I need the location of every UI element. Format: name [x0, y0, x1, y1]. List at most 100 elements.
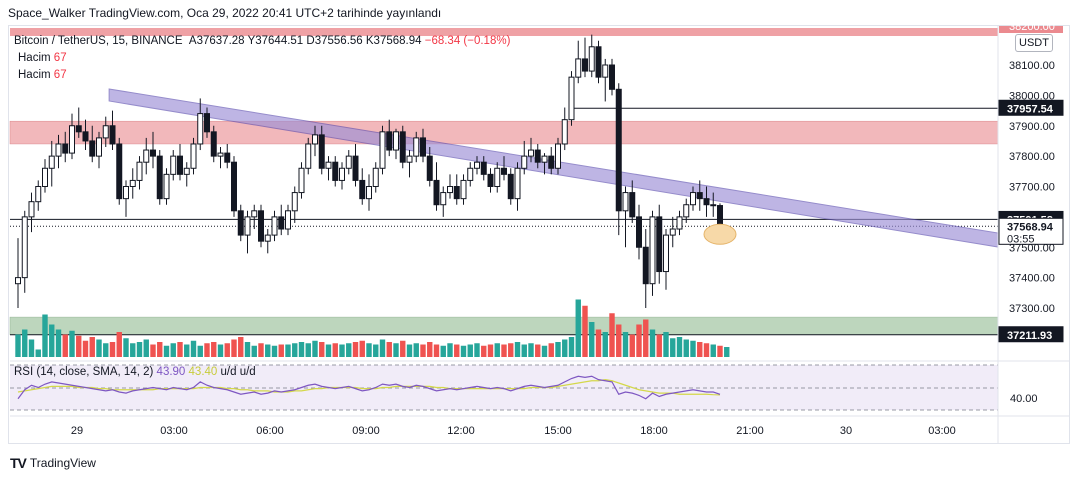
candle-body	[588, 46, 595, 72]
candle-body	[487, 173, 494, 188]
rsi-line	[17, 375, 721, 400]
volume-legend-1[interactable]: Hacim 67	[18, 52, 67, 64]
time-tick-label: 09:00	[352, 425, 380, 437]
candle-body	[399, 131, 406, 163]
candle-body	[312, 134, 318, 145]
currency-button[interactable]: USDT	[1015, 34, 1053, 52]
candle-body	[494, 167, 501, 187]
volume-bar	[28, 339, 35, 357]
candle-body	[21, 216, 28, 279]
price-tick-label: 38000.00	[1009, 90, 1055, 102]
price-tick-label: 37800.00	[1009, 151, 1055, 163]
volume-bar	[190, 340, 197, 357]
volume-bar	[670, 338, 676, 357]
volume-bar	[292, 343, 298, 357]
volume-bar	[170, 343, 176, 357]
volume-bar	[339, 344, 345, 357]
volume-label: Hacim	[18, 69, 51, 81]
symbol-name[interactable]: Bitcoin / TetherUS, 15, BINANCE	[14, 35, 183, 47]
candle-body	[332, 161, 339, 181]
time-tick-label: 18:00	[640, 425, 668, 437]
rsi-sma-value: 43.40	[188, 366, 218, 378]
highlight-ellipse	[703, 223, 737, 245]
close-value: K37568.94	[365, 35, 422, 47]
candle-body	[602, 64, 609, 78]
volume-bar	[143, 339, 149, 357]
candle-body	[609, 64, 615, 90]
price-label-value: 37957.54	[1007, 103, 1054, 115]
volume-bar	[508, 343, 514, 357]
candle-body	[710, 204, 717, 207]
volume-bar	[150, 344, 156, 357]
candle-body	[642, 246, 649, 285]
candle-body	[379, 131, 386, 169]
volume-bar	[548, 343, 554, 357]
volume-bar	[69, 330, 75, 357]
candle-body	[291, 192, 298, 212]
volume-bar	[285, 344, 291, 357]
candle-body	[555, 143, 561, 169]
tradingview-footer[interactable]: TV TradingView	[10, 455, 96, 471]
candle-body	[163, 173, 170, 200]
volume-bar	[35, 349, 41, 357]
volume-bar	[393, 343, 399, 357]
candle-body	[136, 161, 143, 181]
volume-bar	[663, 332, 669, 357]
publish-caption: Space_Walker TradingView.com, Oca 29, 20…	[8, 6, 442, 20]
volume-bar	[163, 345, 170, 357]
candle-body	[717, 205, 723, 227]
candle-body	[69, 125, 75, 154]
volume-legend-2[interactable]: Hacim 67	[18, 69, 67, 81]
candle-body	[318, 134, 325, 169]
volume-bar	[643, 319, 649, 357]
tradingview-brand: TradingView	[29, 456, 96, 470]
volume-bar	[211, 342, 217, 357]
candle-body	[386, 131, 393, 151]
candle-body	[561, 119, 568, 145]
volume-bar	[157, 342, 163, 357]
candle-body	[102, 125, 109, 139]
candle-body	[352, 155, 359, 181]
candle-body	[244, 216, 251, 236]
candle-body	[366, 186, 372, 200]
volume-label: Hacim	[18, 52, 51, 64]
volume-bar	[697, 342, 703, 357]
volume-bar	[96, 339, 102, 357]
price-label-box	[998, 217, 1064, 245]
chart-frame	[8, 25, 1070, 444]
volume-bar	[244, 342, 251, 357]
volume-bar	[501, 344, 507, 357]
volume-bar	[332, 343, 338, 357]
candle-body	[595, 46, 602, 78]
volume-bar	[433, 344, 440, 357]
volume-bar	[366, 343, 372, 357]
rsi-legend[interactable]: RSI (14, close, SMA, 14, 2) 43.90 43.40 …	[14, 366, 256, 378]
candle-body	[271, 216, 278, 236]
volume-bar	[55, 329, 62, 357]
volume-bar	[359, 340, 365, 357]
volume-bar	[589, 322, 595, 357]
candle-body	[298, 167, 305, 194]
candle-body	[480, 161, 487, 175]
rsi-name: RSI (14, close, SMA, 14, 2)	[14, 366, 154, 378]
tradingview-logo-icon: TV	[10, 455, 27, 471]
candle-body	[453, 186, 460, 200]
candle-body	[82, 131, 89, 142]
price-tick-label: 37500.00	[1009, 242, 1055, 254]
volume-bar	[109, 342, 116, 357]
candle-body	[359, 179, 366, 200]
candle-body	[35, 186, 42, 203]
volume-value: 67	[53, 52, 67, 64]
price-tick-label: 37900.00	[1009, 121, 1055, 133]
volume-bar	[703, 343, 710, 357]
rsi-tick-label: 40.00	[1010, 393, 1038, 405]
price-label-value: 37568.94	[1007, 221, 1054, 233]
rsi-extra: u/d u/d	[220, 366, 256, 378]
candle-body	[264, 234, 271, 242]
volume-bar	[123, 338, 129, 357]
candle-body	[89, 140, 96, 157]
volume-bar	[231, 339, 237, 357]
volume-bar	[386, 342, 392, 357]
candle-body	[156, 155, 163, 200]
